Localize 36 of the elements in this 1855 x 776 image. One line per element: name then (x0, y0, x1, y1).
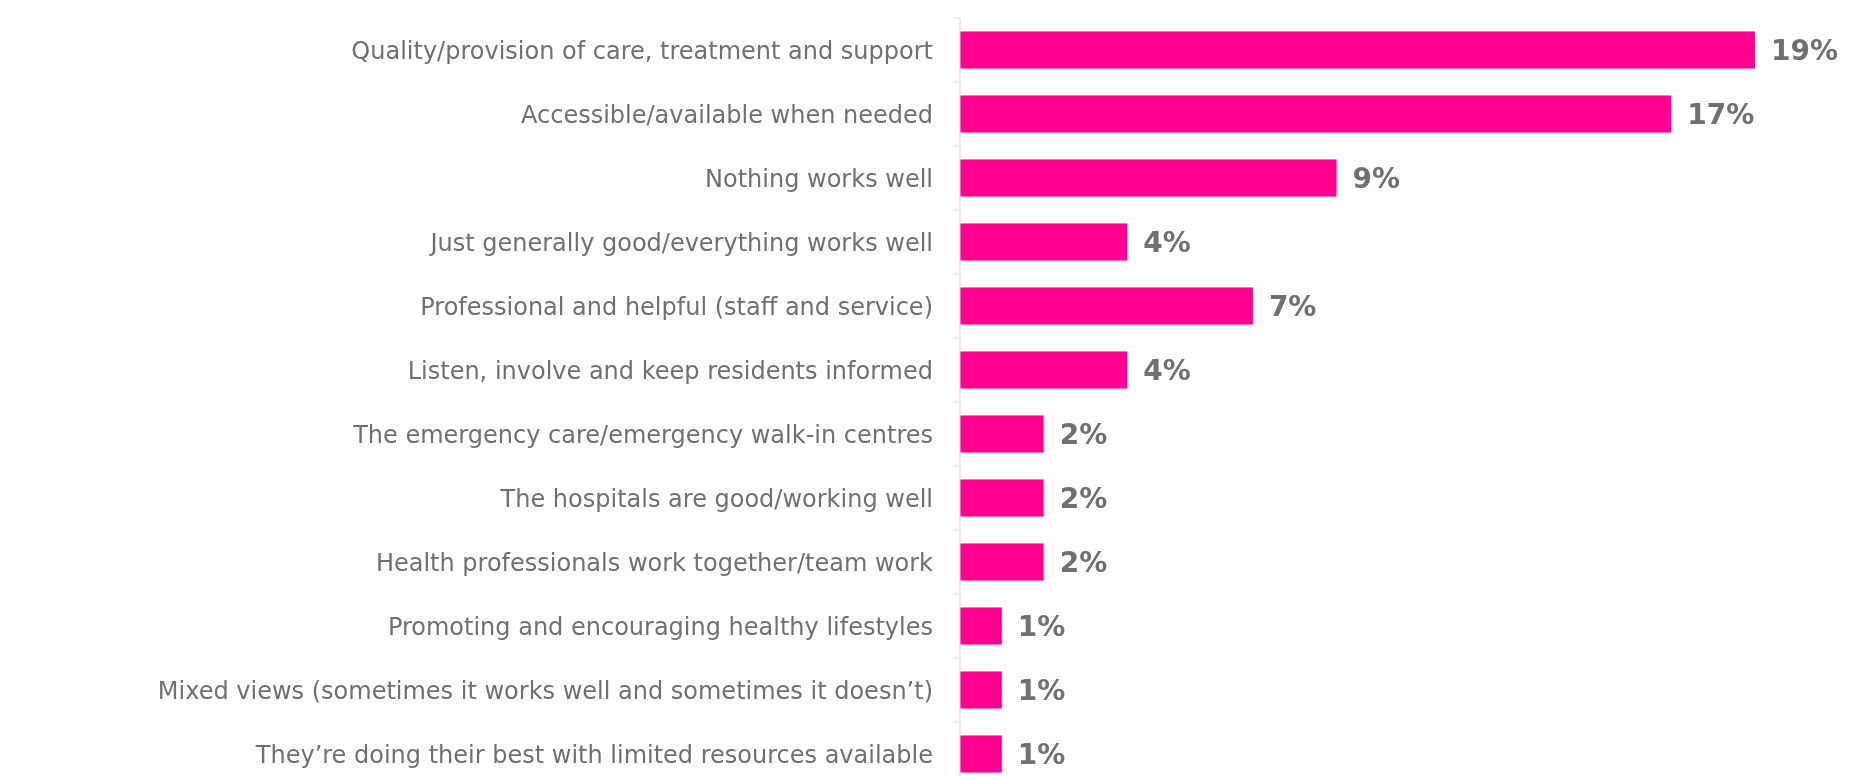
bar (960, 607, 1002, 645)
y-tick-label: Promoting and encouraging healthy lifestyles (387, 612, 933, 641)
y-tick-label: Professional and helpful (staff and service) (420, 292, 933, 321)
bar (960, 159, 1337, 197)
bar (960, 31, 1755, 69)
y-tick-label: They’re doing their best with limited resources available (254, 740, 933, 769)
data-label: 17% (1687, 98, 1755, 132)
data-label: 2% (1059, 546, 1108, 580)
bar (960, 287, 1253, 325)
y-tick-label: The hospitals are good/working well (499, 484, 933, 513)
data-label: 1% (1017, 738, 1066, 772)
data-label: 2% (1059, 482, 1108, 516)
bar (960, 735, 1002, 773)
data-label: 19% (1771, 34, 1839, 68)
bar (960, 671, 1002, 709)
data-label: 4% (1143, 226, 1191, 260)
y-tick-label: Just generally good/everything works well (428, 228, 933, 257)
y-tick-label: Accessible/available when needed (521, 100, 933, 129)
data-label: 2% (1059, 418, 1108, 452)
data-label: 9% (1352, 162, 1401, 196)
bar (960, 351, 1128, 389)
y-tick-label: Listen, involve and keep residents informed (407, 356, 933, 385)
bar (960, 415, 1044, 453)
y-tick-label: Mixed views (sometimes it works well and sometimes it doesn’t) (157, 676, 933, 705)
data-label: 1% (1017, 674, 1066, 708)
bar (960, 543, 1044, 581)
y-tick-label: Nothing works well (705, 164, 933, 193)
y-tick-label: The emergency care/emergency walk-in centres (352, 420, 933, 449)
y-tick-label: Health professionals work together/team work (375, 548, 934, 577)
bar (960, 223, 1128, 261)
data-label: 4% (1143, 354, 1191, 388)
y-tick-label: Quality/provision of care, treatment and support (351, 36, 933, 65)
bar (960, 479, 1044, 517)
bar (960, 95, 1672, 133)
data-label: 1% (1017, 610, 1066, 644)
data-label: 7% (1268, 290, 1317, 324)
